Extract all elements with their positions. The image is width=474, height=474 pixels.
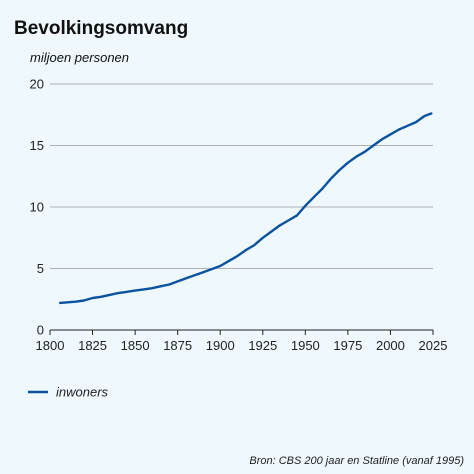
y-axis-unit-label: miljoen personen (30, 50, 130, 65)
x-tick-label-1925: 1925 (248, 338, 277, 353)
chart-title: Bevolkingsomvang (14, 18, 189, 39)
y-tick-label-15: 15 (30, 138, 44, 153)
x-tick-label-2000: 2000 (376, 338, 405, 353)
y-tick-label-0: 0 (37, 323, 44, 338)
x-tick-label-1975: 1975 (333, 338, 362, 353)
y-axis-tick-labels: 0 5 10 15 20 (30, 77, 44, 338)
x-tick-label-1900: 1900 (206, 338, 235, 353)
x-tick-label-1825: 1825 (78, 338, 107, 353)
legend: inwoners (28, 385, 109, 400)
x-axis: 1800 1825 1850 1875 1900 1925 1950 1975 2000 2025 (36, 329, 448, 353)
source-note: Bron: CBS 200 jaar en Statline (vanaf 19… (249, 455, 464, 467)
legend-label-inwoners: inwoners (56, 385, 109, 400)
x-tick-label-1950: 1950 (291, 338, 320, 353)
series-lines (59, 112, 433, 305)
y-tick-label-5: 5 (37, 261, 44, 276)
series-line-inwoners (59, 112, 433, 305)
y-tick-label-10: 10 (30, 200, 44, 215)
x-tick-label-1850: 1850 (121, 338, 150, 353)
x-tick-label-1800: 1800 (36, 338, 65, 353)
y-tick-label-20: 20 (30, 77, 44, 92)
x-tick-label-1875: 1875 (163, 338, 192, 353)
x-tick-label-2025: 2025 (419, 338, 448, 353)
grid-lines (50, 83, 433, 269)
